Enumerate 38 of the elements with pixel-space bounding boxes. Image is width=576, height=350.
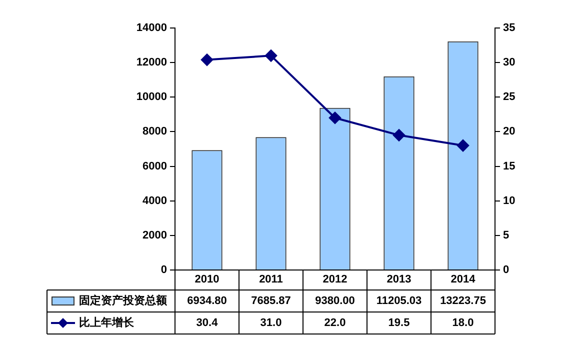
point (329, 112, 341, 124)
y-tick-label: 6000 (142, 160, 167, 172)
x-tick-label: 2014 (450, 274, 476, 286)
data-label: 30.4 (196, 317, 219, 330)
x-tick-label: 2013 (386, 274, 412, 286)
legend-label: 比上年增长 (79, 316, 135, 330)
data-label: 9380.00 (315, 295, 355, 308)
data-label: 13223.75 (440, 295, 486, 308)
point (393, 129, 405, 142)
data-label: 22.0 (324, 317, 346, 330)
data-label: 11205.03 (376, 295, 422, 308)
y-tick-label: 2000 (142, 229, 167, 242)
data-label: 18.0 (452, 317, 474, 330)
y2-tick-label: 25 (503, 91, 516, 104)
y2-tick-label: 15 (503, 160, 516, 172)
y2-tick-label: 30 (503, 56, 516, 69)
y-tick-label: 12000 (136, 56, 167, 69)
x-tick-label: 2010 (194, 274, 220, 286)
point (457, 140, 469, 152)
y-tick-label: 4000 (142, 194, 167, 207)
data-label: 7685.87 (251, 295, 291, 308)
data-label: 19.5 (388, 317, 410, 330)
x-tick-label: 2011 (259, 274, 283, 286)
y-tick-label: 14000 (136, 22, 167, 34)
y2-tick-label: 20 (503, 126, 516, 138)
y2-tick-label: 5 (503, 229, 510, 242)
point (265, 50, 277, 62)
x-tick-label: 2012 (322, 274, 348, 286)
y2-tick-label: 0 (503, 264, 510, 276)
y-tick-label: 10000 (136, 91, 167, 104)
y2-tick-label: 10 (503, 194, 516, 207)
data-label: 31.0 (260, 317, 282, 330)
legend-label: 固定资产投资总额 (79, 294, 168, 308)
data-label: 6934.80 (187, 295, 227, 308)
y2-tick-label: 35 (503, 22, 516, 34)
point (201, 54, 213, 66)
y-tick-label: 8000 (142, 126, 167, 138)
y-tick-label: 0 (160, 264, 167, 276)
